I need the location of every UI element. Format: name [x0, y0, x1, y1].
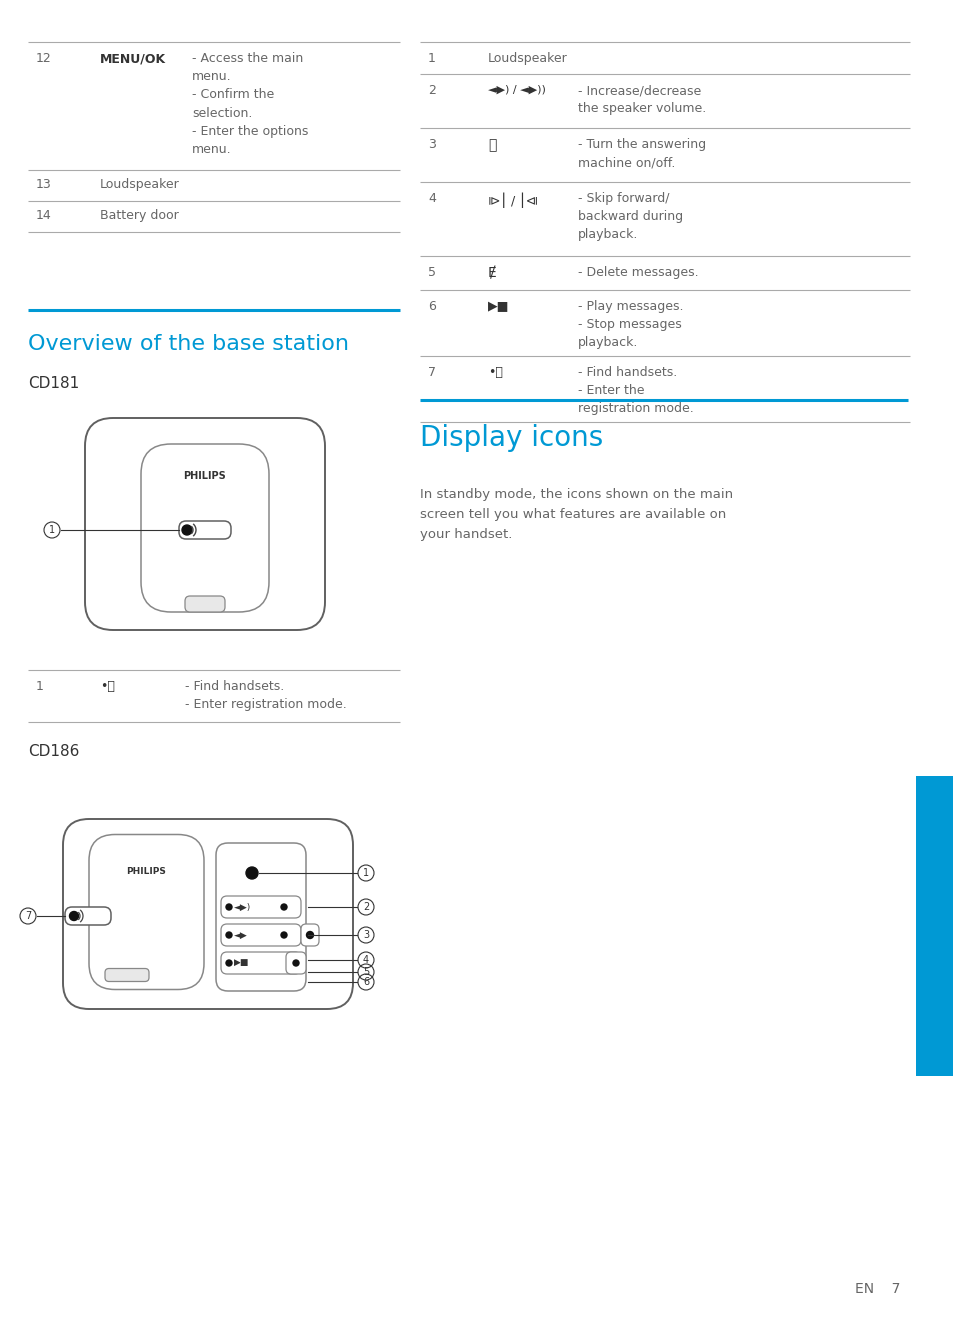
Text: Loudspeaker: Loudspeaker — [100, 177, 179, 191]
Text: •⧉: •⧉ — [100, 680, 114, 692]
Text: - Access the main
menu.
- Confirm the
selection.
- Enter the options
menu.: - Access the main menu. - Confirm the se… — [192, 52, 308, 156]
FancyBboxPatch shape — [286, 952, 306, 974]
Text: 1: 1 — [362, 868, 369, 878]
Text: 2: 2 — [428, 84, 436, 97]
Text: ⧐⎮ / ⎮⧏: ⧐⎮ / ⎮⧏ — [488, 192, 537, 208]
FancyBboxPatch shape — [185, 596, 225, 612]
Text: 6: 6 — [428, 300, 436, 313]
FancyBboxPatch shape — [215, 843, 306, 991]
Text: - Increase/decrease
the speaker volume.: - Increase/decrease the speaker volume. — [578, 84, 705, 115]
Circle shape — [293, 960, 298, 966]
Text: 3: 3 — [428, 137, 436, 151]
FancyBboxPatch shape — [89, 835, 204, 990]
Text: 12: 12 — [36, 52, 51, 65]
FancyBboxPatch shape — [65, 907, 111, 924]
FancyBboxPatch shape — [179, 522, 231, 539]
Circle shape — [281, 932, 287, 938]
Circle shape — [246, 867, 257, 879]
Text: ▶■: ▶■ — [233, 959, 249, 967]
Text: 5: 5 — [362, 967, 369, 976]
FancyBboxPatch shape — [105, 968, 149, 982]
Text: - Find handsets.
- Enter registration mode.: - Find handsets. - Enter registration mo… — [185, 680, 346, 711]
Text: PHILIPS: PHILIPS — [127, 867, 166, 876]
FancyBboxPatch shape — [221, 924, 301, 946]
Text: Loudspeaker: Loudspeaker — [488, 52, 567, 65]
Text: 4: 4 — [362, 955, 369, 964]
Text: 2: 2 — [362, 902, 369, 912]
Text: English: English — [928, 907, 939, 944]
Circle shape — [182, 526, 192, 535]
Circle shape — [306, 931, 314, 939]
Text: 7: 7 — [428, 366, 436, 379]
Text: 7: 7 — [25, 911, 31, 920]
Text: - Find handsets.
- Enter the
registration mode.: - Find handsets. - Enter the registratio… — [578, 366, 693, 415]
Text: - Play messages.
- Stop messages
playback.: - Play messages. - Stop messages playbac… — [578, 300, 682, 350]
FancyBboxPatch shape — [915, 776, 952, 1077]
Text: 6: 6 — [362, 976, 369, 987]
FancyBboxPatch shape — [221, 896, 301, 918]
Text: •⧉: •⧉ — [488, 366, 502, 379]
Text: Battery door: Battery door — [100, 209, 178, 221]
Text: 4: 4 — [428, 192, 436, 205]
Text: - Turn the answering
machine on/off.: - Turn the answering machine on/off. — [578, 137, 705, 169]
Text: 1: 1 — [428, 52, 436, 65]
Text: Display icons: Display icons — [419, 424, 602, 452]
Text: 1: 1 — [49, 526, 55, 535]
Text: Ɇ: Ɇ — [488, 265, 497, 280]
Circle shape — [226, 960, 232, 966]
Text: 1: 1 — [36, 680, 44, 692]
Text: CD181: CD181 — [28, 376, 79, 391]
Text: 3: 3 — [362, 930, 369, 940]
FancyBboxPatch shape — [85, 418, 325, 630]
Circle shape — [226, 932, 232, 938]
Text: 14: 14 — [36, 209, 51, 221]
Circle shape — [70, 911, 78, 920]
Text: MENU/OK: MENU/OK — [100, 52, 166, 65]
Text: - Delete messages.: - Delete messages. — [578, 265, 698, 279]
Text: ◄▶) / ◄▶)): ◄▶) / ◄▶)) — [488, 84, 545, 93]
Text: In standby mode, the icons shown on the main
screen tell you what features are a: In standby mode, the icons shown on the … — [419, 488, 732, 542]
Text: ◄▶: ◄▶ — [233, 931, 248, 939]
Text: ◄▶): ◄▶) — [233, 903, 251, 911]
FancyBboxPatch shape — [141, 444, 269, 612]
Text: Overview of the base station: Overview of the base station — [28, 334, 349, 354]
Text: PHILIPS: PHILIPS — [183, 471, 226, 482]
Circle shape — [226, 904, 232, 910]
FancyBboxPatch shape — [301, 924, 318, 946]
Text: 13: 13 — [36, 177, 51, 191]
FancyBboxPatch shape — [221, 952, 301, 974]
Text: ⏻: ⏻ — [488, 137, 496, 152]
Text: ▶■: ▶■ — [488, 300, 509, 313]
Circle shape — [281, 904, 287, 910]
Text: - Skip forward/
backward during
playback.: - Skip forward/ backward during playback… — [578, 192, 682, 241]
FancyBboxPatch shape — [63, 819, 353, 1009]
Text: CD186: CD186 — [28, 744, 79, 759]
Text: EN    7: EN 7 — [854, 1282, 900, 1297]
Text: 5: 5 — [428, 265, 436, 279]
